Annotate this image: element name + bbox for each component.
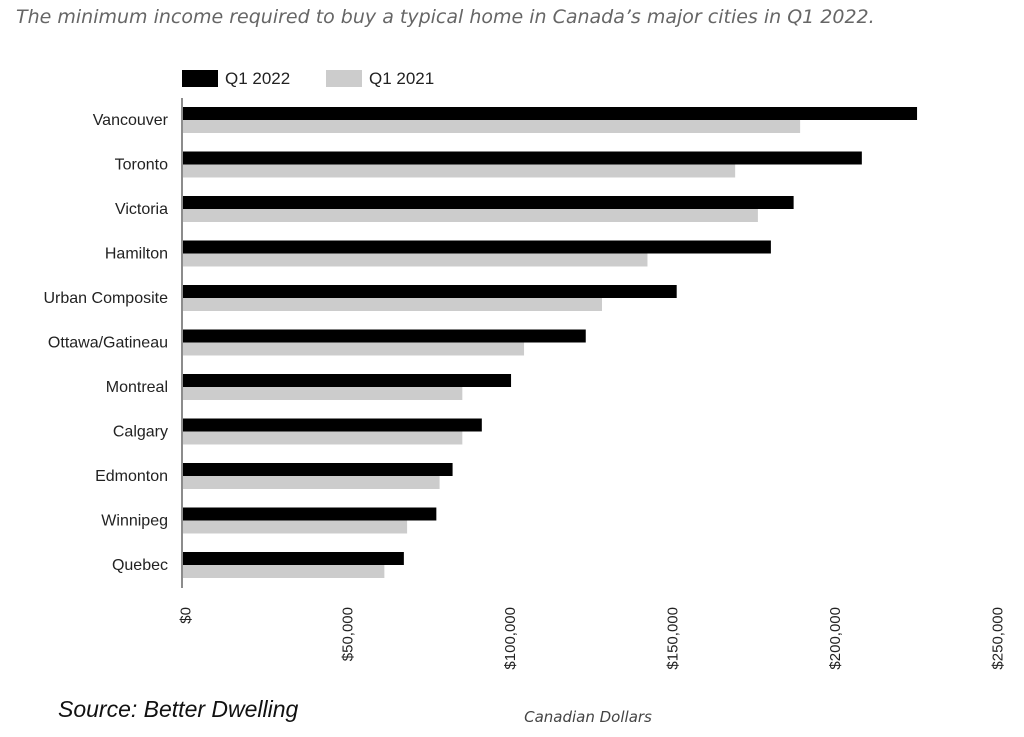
bar-1-3 — [183, 253, 648, 267]
bar-0-2 — [183, 196, 794, 209]
bar-1-8 — [183, 476, 440, 489]
legend: Q1 2022 Q1 2021 — [182, 69, 434, 88]
bar-1-10 — [183, 565, 385, 578]
category-label-9: Winnipeg — [101, 513, 168, 530]
category-label-5: Ottawa/Gatineau — [48, 335, 168, 352]
x-axis-ticks: $0 $50,000 $100,000 $150,000 $200,000 $250,00… — [177, 607, 1006, 670]
bar-1-9 — [183, 520, 408, 534]
bar-1-1 — [183, 164, 736, 178]
bar-0-9 — [183, 507, 437, 521]
bar-1-0 — [183, 120, 801, 133]
bar-0-7 — [183, 418, 482, 432]
x-tick-label-5: $250,000 — [989, 607, 1006, 670]
bar-0-5 — [183, 329, 586, 343]
bar-1-2 — [183, 209, 758, 222]
x-tick-label-0: $0 — [177, 607, 194, 624]
bar-1-7 — [183, 431, 463, 445]
chart-title: The minimum income required to buy a typ… — [16, 6, 875, 28]
category-label-3: Hamilton — [105, 246, 168, 263]
legend-label-0: Q1 2022 — [225, 69, 290, 88]
bar-0-3 — [183, 240, 771, 254]
bars — [183, 107, 918, 578]
bar-0-1 — [183, 151, 862, 165]
category-label-6: Montreal — [106, 379, 168, 396]
legend-swatch-0 — [182, 70, 218, 87]
category-label-2: Victoria — [115, 201, 168, 218]
x-tick-label-1: $50,000 — [340, 607, 357, 661]
x-axis-title: Canadian Dollars — [524, 708, 652, 726]
category-label-7: Calgary — [113, 424, 168, 441]
bar-1-4 — [183, 298, 602, 311]
category-label-0: Vancouver — [93, 112, 169, 129]
category-label-1: Toronto — [115, 157, 168, 174]
source-note: Source: Better Dwelling — [58, 696, 299, 722]
bar-1-5 — [183, 342, 525, 356]
x-tick-label-3: $150,000 — [664, 607, 681, 670]
legend-label-1: Q1 2021 — [369, 69, 434, 88]
bar-1-6 — [183, 387, 463, 400]
bar-0-0 — [183, 107, 918, 120]
category-label-10: Quebec — [112, 557, 168, 574]
category-label-8: Edmonton — [95, 468, 168, 485]
x-tick-label-4: $200,000 — [827, 607, 844, 670]
bar-0-10 — [183, 552, 404, 565]
bar-0-4 — [183, 285, 677, 298]
bar-0-6 — [183, 374, 512, 387]
x-tick-label-2: $100,000 — [502, 607, 519, 670]
bar-0-8 — [183, 463, 453, 476]
category-labels: Vancouver Toronto Victoria Hamilton Urban Co… — [44, 112, 169, 574]
legend-swatch-1 — [326, 70, 362, 87]
category-label-4: Urban Composite — [44, 290, 169, 307]
